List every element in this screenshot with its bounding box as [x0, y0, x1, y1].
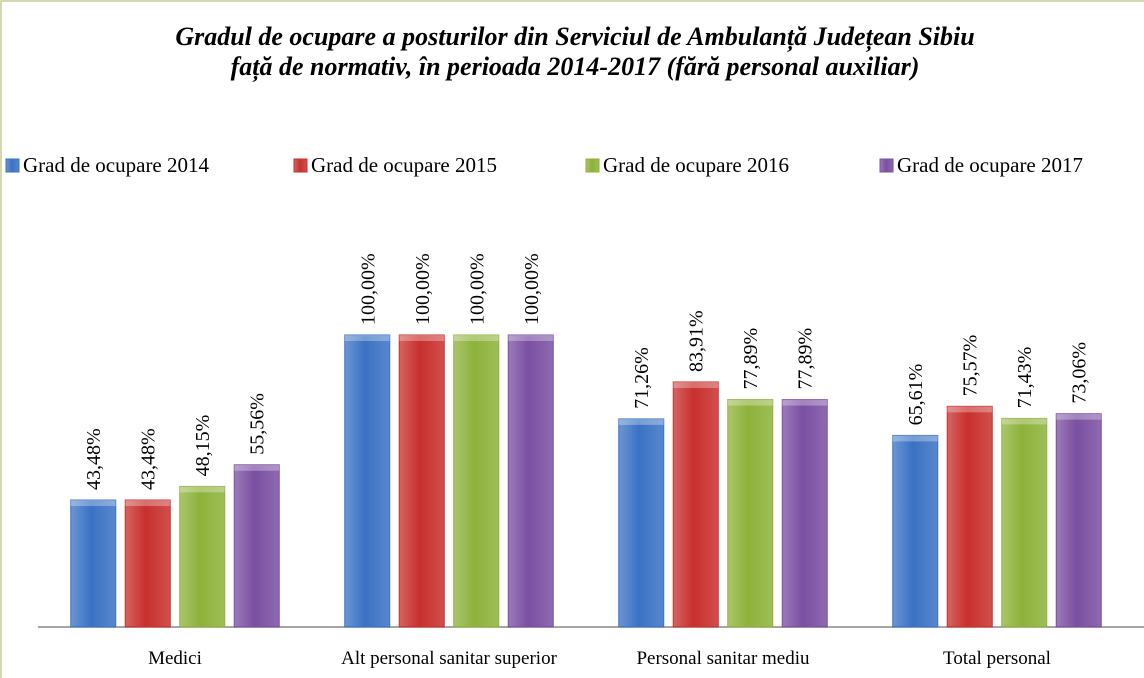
bar-top [453, 335, 499, 341]
bar [1001, 417, 1048, 628]
bar [344, 334, 391, 628]
bar-top [673, 381, 719, 388]
data-label: 73,06% [1069, 342, 1091, 404]
legend-swatch [5, 158, 20, 173]
bar [1055, 413, 1102, 628]
bar [124, 499, 171, 628]
bar-top [508, 335, 554, 341]
x-tick-label: Medici [148, 648, 202, 669]
bar [672, 381, 719, 628]
legend-label: Grad de ocupare 2016 [603, 153, 789, 177]
legend-swatch [879, 158, 894, 173]
bar [179, 485, 226, 628]
bar-top [344, 335, 390, 341]
data-label: 43,48% [83, 428, 105, 490]
data-label: 71,43% [1014, 347, 1036, 409]
bar-top [125, 500, 171, 507]
bar-top [1001, 418, 1047, 425]
x-tick-label: Alt personal sanitar superior [341, 648, 557, 669]
bar [233, 464, 280, 628]
data-label: 43,48% [138, 428, 160, 490]
data-label: 71,26% [631, 347, 653, 409]
data-label: 100,00% [357, 253, 379, 325]
data-label: 48,15% [192, 415, 214, 477]
bar [453, 334, 500, 628]
bar [727, 399, 774, 628]
chart-title: Gradul de ocupare a posturilor din Servi… [175, 22, 975, 81]
data-label: 100,00% [466, 253, 488, 325]
legend-label: Grad de ocupare 2015 [311, 153, 497, 177]
legend-label: Grad de ocupare 2017 [897, 153, 1083, 177]
bar-top [947, 406, 993, 413]
bar [507, 334, 554, 628]
bar [618, 418, 665, 628]
data-label: 75,57% [960, 335, 982, 397]
bar-top [179, 486, 225, 493]
bar-top [892, 435, 938, 442]
bar-top [782, 399, 828, 406]
legend-swatch [585, 158, 600, 173]
data-label: 100,00% [412, 253, 434, 325]
legend-swatch [293, 158, 308, 173]
data-label: 77,89% [795, 328, 817, 390]
data-label: 65,61% [905, 364, 927, 426]
x-tick-label: Personal sanitar mediu [636, 648, 810, 669]
bar [781, 399, 828, 628]
data-label: 100,00% [521, 253, 543, 325]
legend-label: Grad de ocupare 2014 [23, 153, 210, 177]
bar-top [1056, 413, 1102, 420]
bar [946, 405, 993, 628]
bar [892, 434, 939, 628]
bar-top [399, 335, 445, 341]
bar-top [234, 464, 280, 471]
bar-top [70, 500, 116, 507]
bar-top [618, 418, 664, 425]
data-label: 77,89% [740, 328, 762, 390]
bar-top [727, 399, 773, 406]
data-label: 55,56% [247, 393, 269, 455]
bar [398, 334, 445, 628]
x-tick-label: Total personal [943, 648, 1051, 669]
bar [70, 499, 117, 628]
data-label: 83,91% [686, 310, 708, 372]
